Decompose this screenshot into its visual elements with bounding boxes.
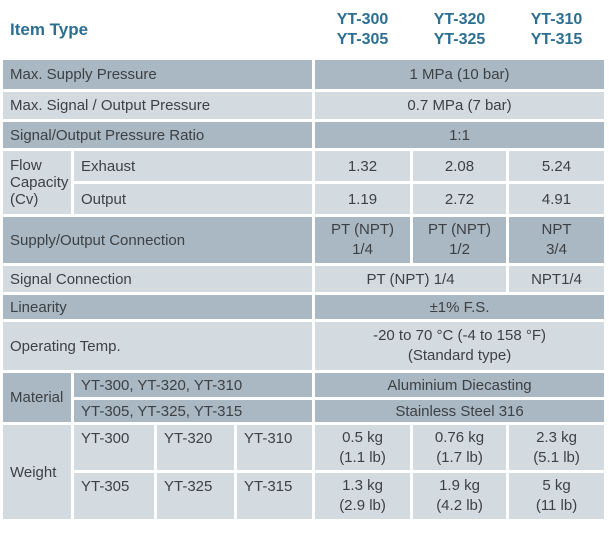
- row-supply-output-connection: Supply/Output Connection PT (NPT) 1/4 PT…: [3, 217, 605, 263]
- row-weight-standard: Weight YT-300 YT-320 YT-310 0.5 kg (1.1 …: [3, 425, 605, 519]
- weight-value-2: 0.76 kg (1.7 lb): [413, 425, 507, 470]
- column-header-yt300-305: YT-300 YT-305: [315, 3, 411, 57]
- weight-model-1: YT-300: [74, 425, 154, 470]
- row-operating-temp: Operating Temp. -20 to 70 °C (-4 to 158 …: [3, 322, 605, 370]
- item-type-header: Item Type: [3, 3, 313, 57]
- weight-value-3: 5 kg (11 lb): [509, 473, 605, 519]
- flow-output-value-3: 4.91: [509, 184, 605, 214]
- column-header-line2: YT-325: [433, 31, 486, 48]
- weight-model-3: YT-310: [237, 425, 313, 470]
- row-weight-stainless: YT-305 YT-325 YT-315 1.3 kg (2.9 lb) 1.9…: [3, 473, 605, 519]
- column-header-line2: YT-315: [530, 31, 583, 48]
- row-label: Signal/Output Pressure Ratio: [3, 122, 313, 148]
- row-label: Linearity: [3, 295, 313, 319]
- header-row: Item Type YT-300 YT-305 YT-320 YT-325 YT…: [3, 3, 605, 57]
- flow-output-value-1: 1.19: [315, 184, 411, 214]
- column-header-line1: YT-300: [336, 11, 389, 28]
- material-group-label: Material: [3, 373, 71, 422]
- column-header-yt320-325: YT-320 YT-325: [413, 3, 507, 57]
- supply-connection-value-3: NPT 3/4: [509, 217, 605, 263]
- row-sublabel: Output: [74, 184, 313, 214]
- weight-model-2: YT-320: [157, 425, 234, 470]
- material-models: YT-305, YT-325, YT-315: [74, 400, 313, 422]
- row-label: Signal Connection: [3, 266, 313, 292]
- material-value: Stainless Steel 316: [315, 400, 605, 422]
- supply-connection-value-2: PT (NPT) 1/2: [413, 217, 507, 263]
- material-models: YT-300, YT-320, YT-310: [74, 373, 313, 397]
- row-value: -20 to 70 °C (-4 to 158 °F) (Standard ty…: [315, 322, 605, 370]
- weight-value-3: 2.3 kg (5.1 lb): [509, 425, 605, 470]
- column-header-line1: YT-310: [530, 11, 583, 28]
- weight-group-label: Weight: [3, 425, 71, 519]
- row-flow-capacity-exhaust: Flow Capacity (Cv) Exhaust 1.32 2.08 5.2…: [3, 151, 605, 214]
- weight-model-3: YT-315: [237, 473, 313, 519]
- material-value: Aluminium Diecasting: [315, 373, 605, 397]
- weight-value-1: 0.5 kg (1.1 lb): [315, 425, 411, 470]
- flow-exhaust-value-3: 5.24: [509, 151, 605, 181]
- signal-connection-value-col3: NPT1/4: [509, 266, 605, 292]
- row-sublabel: Exhaust: [74, 151, 313, 181]
- weight-value-1: 1.3 kg (2.9 lb): [315, 473, 411, 519]
- row-value: 1 MPa (10 bar): [315, 60, 605, 89]
- signal-connection-value-span: PT (NPT) 1/4: [315, 266, 507, 292]
- column-header-line1: YT-320: [433, 11, 486, 28]
- row-value: 0.7 MPa (7 bar): [315, 92, 605, 119]
- row-material-stainless: YT-305, YT-325, YT-315 Stainless Steel 3…: [3, 400, 605, 422]
- weight-value-2: 1.9 kg (4.2 lb): [413, 473, 507, 519]
- column-header-yt310-315: YT-310 YT-315: [509, 3, 605, 57]
- flow-exhaust-value-2: 2.08: [413, 151, 507, 181]
- flow-capacity-group-label: Flow Capacity (Cv): [3, 151, 71, 214]
- row-flow-capacity-output: Output 1.19 2.72 4.91: [3, 184, 605, 214]
- row-label: Max. Supply Pressure: [3, 60, 313, 89]
- row-label: Supply/Output Connection: [3, 217, 313, 263]
- flow-exhaust-value-1: 1.32: [315, 151, 411, 181]
- weight-model-1: YT-305: [74, 473, 154, 519]
- row-max-signal-output-pressure: Max. Signal / Output Pressure 0.7 MPa (7…: [3, 92, 605, 119]
- row-signal-connection: Signal Connection PT (NPT) 1/4 NPT1/4: [3, 266, 605, 292]
- row-label: Operating Temp.: [3, 322, 313, 370]
- spec-table: Item Type YT-300 YT-305 YT-320 YT-325 YT…: [3, 3, 605, 519]
- flow-output-value-2: 2.72: [413, 184, 507, 214]
- weight-model-2: YT-325: [157, 473, 234, 519]
- row-value: ±1% F.S.: [315, 295, 605, 319]
- row-value: 1:1: [315, 122, 605, 148]
- column-header-line2: YT-305: [336, 31, 389, 48]
- row-material-aluminium: Material YT-300, YT-320, YT-310 Aluminiu…: [3, 373, 605, 422]
- row-linearity: Linearity ±1% F.S.: [3, 295, 605, 319]
- row-label: Max. Signal / Output Pressure: [3, 92, 313, 119]
- supply-connection-value-1: PT (NPT) 1/4: [315, 217, 411, 263]
- row-signal-output-pressure-ratio: Signal/Output Pressure Ratio 1:1: [3, 122, 605, 148]
- row-max-supply-pressure: Max. Supply Pressure 1 MPa (10 bar): [3, 60, 605, 89]
